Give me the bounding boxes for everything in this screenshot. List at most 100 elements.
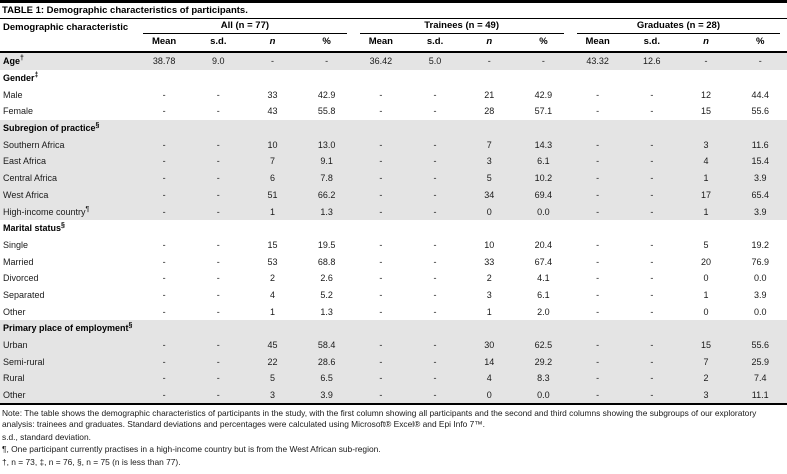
cell [353, 320, 408, 337]
table-row: Female - - 43 55.8 - - 28 57.1 - - 15 55.6 [0, 103, 787, 120]
cell: - [570, 169, 625, 187]
cell: - [162, 89, 166, 100]
cell: - [191, 186, 246, 204]
cell: - [624, 186, 679, 204]
cell: 7 [462, 136, 517, 154]
cell [245, 119, 300, 137]
cell: 30 [462, 336, 517, 354]
cell: 3 [486, 289, 492, 300]
row-label: Primary place of employment§ [0, 320, 137, 337]
section-header-row: Gender‡ [0, 70, 787, 87]
subheader-n: n [462, 34, 517, 53]
cell: - [570, 203, 625, 220]
cell: - [379, 106, 383, 117]
cell [678, 320, 734, 337]
cell: 51 [245, 186, 300, 204]
row-label: Divorced [3, 273, 39, 284]
cell: 14 [462, 353, 517, 371]
sample-size-footnote: †, n = 73, ‡, n = 76, §, n = 75 (n is le… [2, 456, 181, 467]
cell: 42.9 [534, 89, 553, 100]
cell: 43 [267, 106, 278, 117]
cell: 12.6 [624, 52, 679, 70]
cell: 3 [678, 136, 734, 154]
cell: - [353, 153, 408, 170]
cell [516, 320, 571, 337]
cell [299, 119, 354, 137]
cell: 22 [245, 353, 300, 371]
cell: 1 [269, 306, 275, 317]
footnote-marker: § [61, 222, 65, 230]
cell: 1 [486, 306, 492, 317]
table-header: Demographic characteristic All (n = 77) … [0, 19, 787, 53]
cell: 1.3 [320, 306, 333, 317]
cell: - [433, 106, 437, 117]
cell: - [624, 153, 679, 170]
cell: - [245, 52, 300, 70]
cell: - [216, 256, 220, 267]
cell: - [570, 370, 625, 387]
cell: - [191, 370, 246, 387]
cell: - [191, 153, 246, 170]
cell: - [216, 89, 220, 100]
cell: 0 [703, 306, 709, 317]
cell: 2 [678, 370, 734, 387]
cell: 4 [678, 153, 734, 170]
table-row: East Africa - -7 9.1- -3 6.1- -4 15.4 [0, 153, 787, 170]
cell [733, 70, 787, 87]
footnote-marker: § [128, 322, 133, 330]
cell: 10 [484, 239, 495, 250]
cell: - [624, 386, 679, 405]
row-label: Gender‡ [3, 72, 39, 84]
row-label: Southern Africa [0, 136, 137, 154]
cell [462, 220, 516, 237]
cell: 0 [703, 273, 709, 284]
cell: 66.2 [299, 186, 354, 204]
cell: 55.6 [751, 106, 769, 117]
cell: 42.9 [317, 89, 336, 100]
cell: - [191, 203, 246, 220]
high-income-footnote: ¶, One participant currently practises i… [2, 444, 381, 455]
cell: 76.9 [751, 256, 769, 267]
cell: 3.9 [753, 289, 767, 300]
subheader-: % [299, 34, 354, 53]
cell: - [137, 353, 192, 371]
table-row: Single - - 15 19.5 - - 10 20.4 - - 5 19.2 [0, 237, 787, 254]
cell: - [379, 273, 383, 284]
cell: - [407, 386, 463, 405]
cell: - [407, 153, 463, 170]
cell: - [624, 136, 679, 154]
table-row: Age† 38.78 9.0- -36.42 5.0- -43.32 12.6- - [0, 52, 787, 70]
cell: - [650, 239, 654, 250]
cell: - [624, 370, 679, 387]
cell: 28 [484, 106, 495, 117]
cell [516, 220, 570, 237]
cell: - [650, 256, 654, 267]
cell: - [353, 136, 408, 154]
cell [571, 220, 625, 237]
cell [354, 70, 408, 87]
row-label: Urban [0, 336, 137, 354]
cell: 1 [678, 203, 734, 220]
cell: - [650, 106, 654, 117]
cell: - [570, 353, 625, 371]
cell: 3.9 [299, 386, 354, 405]
cell: - [433, 256, 437, 267]
cell [570, 320, 625, 337]
cell: 9.1 [299, 153, 354, 170]
cell: 28.6 [299, 353, 354, 371]
table-row: Urban - -45 58.4- -30 62.5- -15 55.6 [0, 336, 787, 354]
cell: 15 [700, 106, 711, 117]
footnotes: Note: The table shows the demographic ch… [0, 405, 787, 467]
cell [624, 320, 679, 337]
cell [678, 119, 734, 137]
cell: - [407, 370, 463, 387]
subheader-row: Mean s.d. n% Mean s.d. n% Mean s.d. n% [0, 34, 787, 53]
cell [353, 119, 408, 137]
cell [137, 220, 191, 237]
cell: 17 [678, 186, 734, 204]
subheader-n: n [245, 34, 300, 53]
cell [571, 70, 625, 87]
cell: - [353, 353, 408, 371]
cell [300, 220, 354, 237]
cell [300, 70, 354, 87]
